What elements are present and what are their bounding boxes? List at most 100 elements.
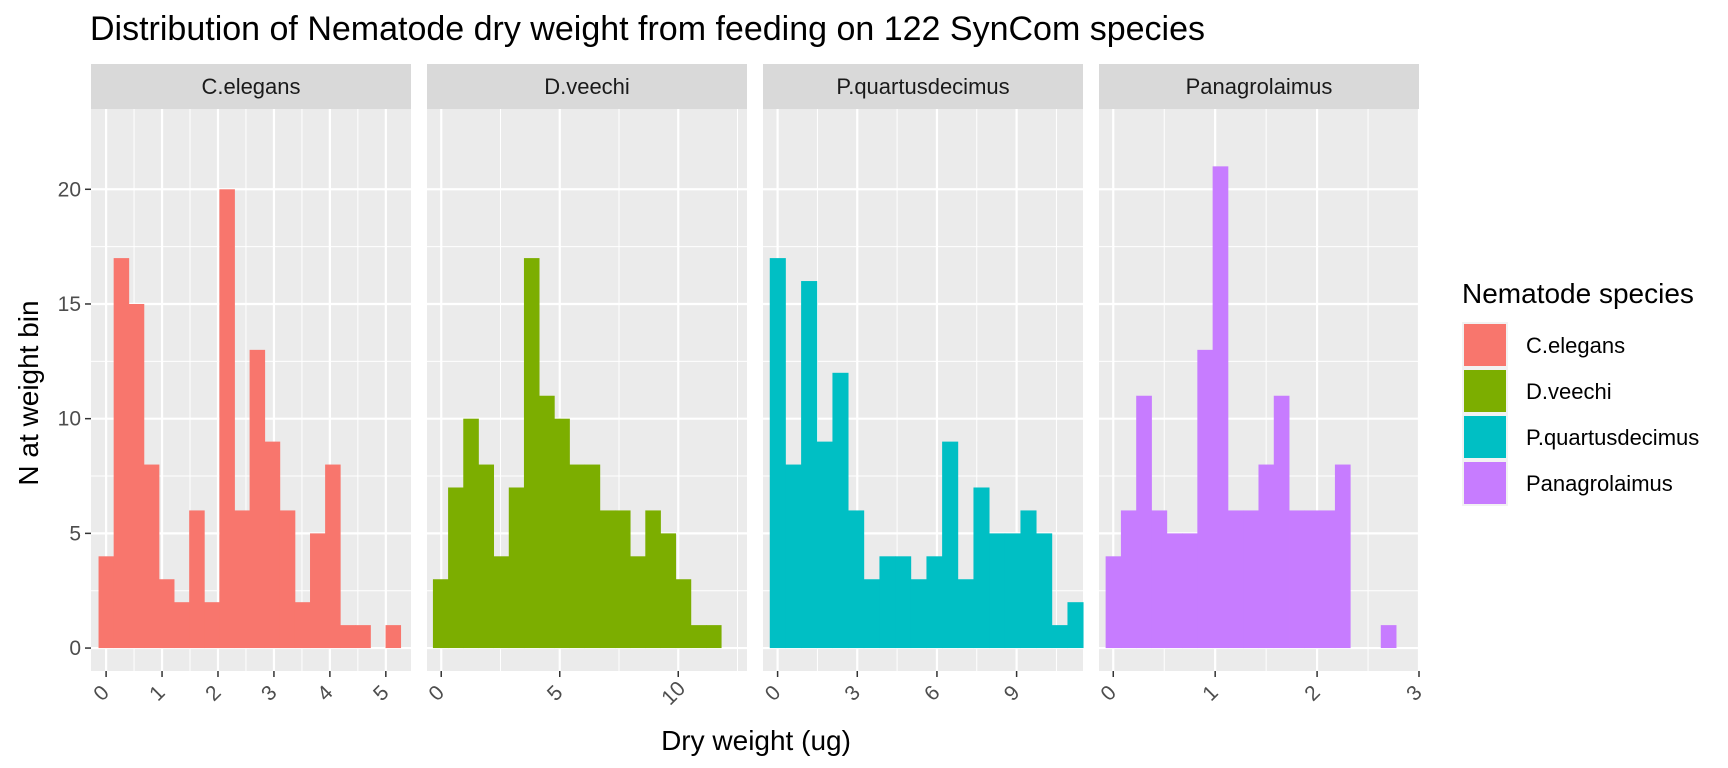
histogram-bar xyxy=(863,579,880,649)
histogram-bar xyxy=(879,556,896,649)
histogram-bar xyxy=(508,487,525,649)
histogram-bar xyxy=(294,602,311,649)
histogram-bar xyxy=(926,556,943,649)
histogram-bar xyxy=(832,372,849,649)
legend-item: Panagrolaimus xyxy=(1462,460,1673,506)
histogram-bar xyxy=(1166,533,1183,649)
histogram-bar xyxy=(769,258,786,649)
legend-label: Panagrolaimus xyxy=(1526,471,1673,496)
histogram-bar xyxy=(448,487,464,649)
histogram-bar xyxy=(785,464,802,649)
histogram-bars xyxy=(1105,166,1397,649)
x-axis-title: Dry weight (ug) xyxy=(661,725,851,756)
legend: Nematode species C.elegans D.veechi P.quar… xyxy=(1462,278,1699,506)
y-tick-label: 10 xyxy=(58,408,81,431)
y-axis: 0 5 10 15 20 xyxy=(58,178,91,660)
facet-strip-label: D.veechi xyxy=(544,74,630,99)
histogram-bar xyxy=(325,464,341,649)
facet-strip xyxy=(1099,64,1419,109)
facet-strip xyxy=(427,64,747,109)
histogram-bar xyxy=(973,487,990,649)
histogram-bar xyxy=(463,418,479,649)
histogram-bar xyxy=(189,510,205,649)
histogram-bar xyxy=(584,464,601,649)
legend-label: P.quartusdecimus xyxy=(1526,425,1699,450)
histogram-bar xyxy=(957,579,974,649)
histogram-bar xyxy=(910,579,927,649)
facet-strip xyxy=(91,64,411,109)
histogram-bar xyxy=(1182,533,1198,649)
histogram-bar xyxy=(1067,602,1084,649)
legend-key-swatch xyxy=(1464,370,1506,412)
histogram-bar xyxy=(310,533,326,649)
histogram-bar xyxy=(355,625,371,649)
y-tick-label: 20 xyxy=(58,178,81,201)
histogram-bar xyxy=(801,281,818,649)
histogram-bar xyxy=(599,510,616,649)
legend-label: C.elegans xyxy=(1526,333,1625,358)
histogram-bar xyxy=(1212,166,1229,649)
histogram-bar xyxy=(539,395,555,649)
histogram-bar xyxy=(705,625,722,649)
histogram-bar xyxy=(279,510,296,649)
legend-title: Nematode species xyxy=(1462,278,1694,309)
facet-strip xyxy=(763,64,1083,109)
histogram-bar xyxy=(989,533,1006,649)
histogram-bar xyxy=(478,464,495,649)
histogram-bar xyxy=(1151,510,1168,649)
y-tick-label: 0 xyxy=(69,637,81,660)
histogram-bar xyxy=(523,258,540,649)
histogram-bar xyxy=(385,625,402,649)
histogram-bar xyxy=(98,556,115,649)
histogram-bars xyxy=(769,258,1084,649)
histogram-bar xyxy=(660,533,677,649)
histogram-bar xyxy=(128,303,145,649)
y-axis-title: N at weight bin xyxy=(13,300,44,485)
y-tick-label: 15 xyxy=(58,293,81,316)
histogram-bar xyxy=(1051,625,1068,649)
histogram-bars xyxy=(432,258,722,649)
histogram-bar xyxy=(143,464,160,649)
histogram-bar xyxy=(1243,510,1259,649)
histogram-bar xyxy=(1227,510,1244,649)
histogram-bar xyxy=(690,625,707,649)
legend-key-swatch xyxy=(1464,416,1506,458)
histogram-bar xyxy=(340,625,356,649)
histogram-bar xyxy=(816,441,833,649)
histogram-bar xyxy=(1036,533,1053,649)
histogram-bar xyxy=(848,510,865,649)
histogram-bar xyxy=(630,556,646,649)
histogram-bar xyxy=(1334,464,1351,649)
histogram-bar xyxy=(1319,510,1336,649)
histogram-bar xyxy=(174,602,190,649)
legend-key-swatch xyxy=(1464,462,1506,504)
histogram-bar xyxy=(1304,510,1321,649)
facet-strip-label: P.quartusdecimus xyxy=(836,74,1009,99)
histogram-bar xyxy=(1258,464,1275,649)
histogram-bar xyxy=(113,258,130,649)
histogram-bar xyxy=(1197,349,1214,649)
histogram-bar xyxy=(234,510,251,649)
histogram-bar xyxy=(675,579,692,649)
histogram-bar xyxy=(158,579,175,649)
histogram-bar xyxy=(264,441,281,649)
histogram-bar xyxy=(1136,395,1152,649)
histogram-bar xyxy=(1105,556,1122,649)
y-tick-label: 5 xyxy=(69,522,81,545)
histogram-bar xyxy=(895,556,912,649)
histogram-bar xyxy=(1273,395,1290,649)
legend-key-swatch xyxy=(1464,324,1506,366)
histogram-bar xyxy=(614,510,631,649)
histogram-bar xyxy=(942,441,959,649)
histogram-bar xyxy=(1004,533,1021,649)
chart-title: Distribution of Nematode dry weight from… xyxy=(90,10,1205,48)
histogram-bar xyxy=(1120,510,1137,649)
histogram-bars xyxy=(98,189,402,649)
histogram-bar xyxy=(493,556,510,649)
histogram-bar xyxy=(645,510,661,649)
